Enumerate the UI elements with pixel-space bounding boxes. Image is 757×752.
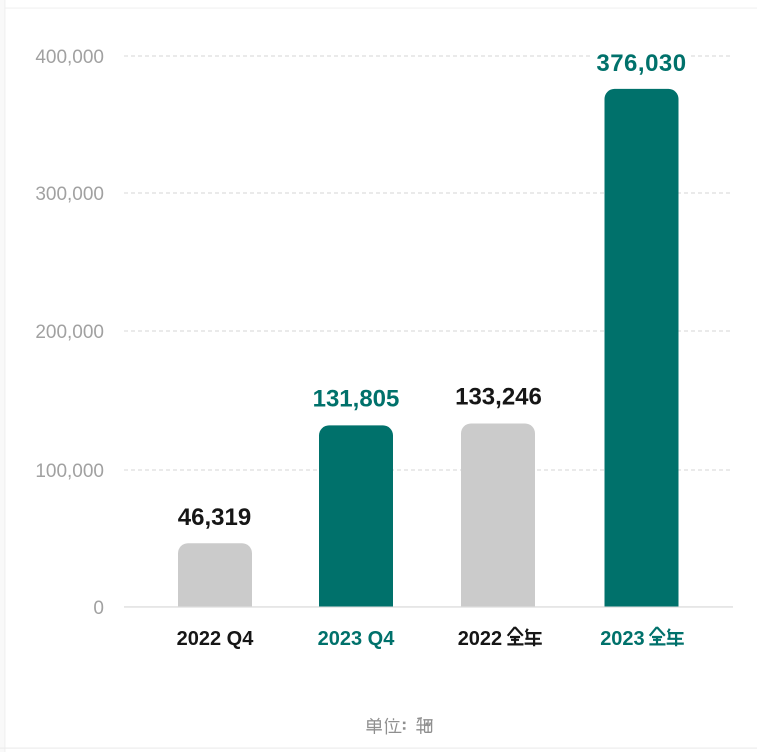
svg-text:2023 Q4: 2023 Q4 — [318, 628, 396, 650]
svg-text:131,805: 131,805 — [313, 386, 400, 413]
svg-text:300,000: 300,000 — [35, 184, 104, 205]
svg-text:2022 Q4: 2022 Q4 — [177, 628, 255, 650]
svg-text:2023: 2023 — [600, 628, 645, 650]
svg-text:46,319: 46,319 — [178, 504, 251, 531]
svg-text:200,000: 200,000 — [35, 322, 104, 343]
svg-text:0: 0 — [93, 598, 104, 619]
svg-text:376,030: 376,030 — [596, 50, 686, 77]
svg-text:400,000: 400,000 — [35, 47, 104, 68]
svg-text:2022: 2022 — [458, 628, 503, 650]
svg-text:100,000: 100,000 — [35, 461, 104, 482]
svg-text:133,246: 133,246 — [455, 384, 542, 411]
